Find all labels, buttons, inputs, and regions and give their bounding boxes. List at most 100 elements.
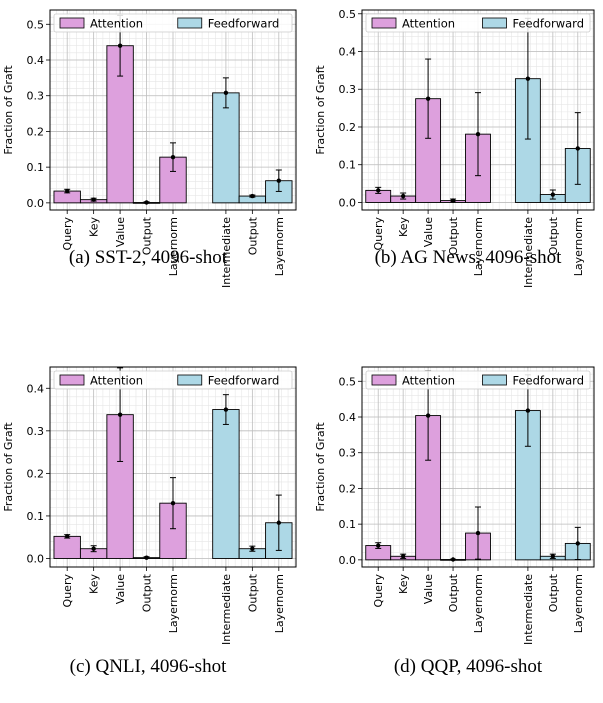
mean-point [91,197,96,202]
mean-point [170,500,176,506]
category-label: Intermediate [522,574,535,645]
legend-swatch-attention [59,374,85,386]
mean-point [144,555,149,560]
plot-frame [49,9,297,211]
legend-label-feedforward: Feedforward [512,17,584,31]
chart-panel: Query Key Value Output Layernorm Intermediate… [2,9,297,288]
category-label: Layernorm [472,217,485,276]
y-tick-label: 0.1 [27,510,45,523]
y-axis: 0.0 0.1 0.2 0.3 0.4 0.5 Fraction of Graft [314,8,362,209]
legend-label-attention: Attention [90,374,143,388]
y-tick-label: 0.5 [339,8,357,21]
y-axis: 0.0 0.1 0.2 0.3 0.4 0.5 Fraction of Graft [2,18,50,210]
legend: Attention Feedforward [53,370,293,390]
y-tick-label: 0.1 [339,159,357,172]
category-label: Intermediate [220,217,233,288]
feedforward-bar [212,92,240,204]
category-label: Intermediate [220,574,233,645]
chart-panel: Query Key Value Output Layernorm Intermediate… [2,366,297,677]
category-label: Key [397,217,410,237]
mean-point [276,520,282,525]
y-tick-label: 0.0 [339,196,357,209]
mean-point [450,557,456,562]
chart-panel: Query Key Value Output Layernorm Intermediate… [314,8,595,288]
y-tick-label: 0.4 [339,411,357,424]
legend: Attention Feedforward [365,13,591,33]
category-label: Query [61,574,74,608]
legend-label-attention: Attention [402,17,455,31]
mean-point [475,131,481,137]
y-tick-label: 0.3 [339,447,357,460]
category-label: Query [372,217,385,251]
mean-point [64,188,70,194]
legend-swatch-attention [371,374,397,386]
legend-label-feedforward: Feedforward [512,374,584,388]
legend-label-feedforward: Feedforward [208,374,280,388]
category-label: Output [447,216,460,255]
category-label: Output [547,216,560,255]
legend-box [53,13,293,33]
category-label: Output [141,216,154,255]
category-label: Output [547,573,560,612]
category-label: Value [114,217,127,247]
mean-point [117,412,123,417]
y-tick-label: 0.0 [27,552,45,565]
y-tick-label: 0.0 [27,197,45,210]
feedforward-bar [212,409,240,559]
legend-box [53,370,293,390]
category-label: Layernorm [167,574,180,633]
attention-bar [53,535,81,559]
y-axis-label: Fraction of Graft [314,422,327,512]
legend-label-attention: Attention [90,17,143,31]
y-tick-label: 0.0 [339,554,357,567]
y-tick-label: 0.2 [339,121,357,134]
category-label: Key [397,574,410,594]
legend-label-attention: Attention [402,374,455,388]
mean-point [117,43,123,48]
legend: Attention Feedforward [53,13,293,33]
legend-swatch-feedforward [482,374,507,386]
mean-point [425,96,431,101]
category-label: Layernorm [273,574,286,633]
y-tick-label: 0.1 [339,518,357,531]
mean-point [400,193,406,199]
y-tick-label: 0.4 [339,46,357,59]
category-label: Layernorm [572,574,585,633]
legend-swatch-feedforward [177,374,203,386]
category-label: Layernorm [472,574,485,633]
legend-swatch-attention [59,17,85,29]
y-tick-label: 0.3 [339,83,357,96]
y-axis: 0.0 0.1 0.2 0.3 0.4 Fraction of Graft [2,382,50,565]
y-tick-label: 0.4 [27,54,45,67]
legend-swatch-attention [371,17,397,29]
category-label: Output [246,573,259,612]
y-tick-label: 0.3 [27,425,45,438]
category-label: Value [422,574,435,604]
mean-point [525,76,531,81]
y-tick-label: 0.4 [27,382,45,395]
bars: Query Key Value Output Layernorm Intermediate… [365,370,591,645]
panel-caption: (a) SST-2, 4096-shot [69,247,228,268]
plot-frame [361,366,595,568]
plot-frame [49,366,297,568]
category-label: Key [88,217,101,237]
mean-point [276,178,282,183]
y-tick-label: 0.2 [27,467,45,480]
category-label: Output [447,573,460,612]
mean-point [170,154,176,160]
mean-point [144,200,149,205]
category-label: Output [141,573,154,612]
y-tick-label: 0.5 [339,375,357,388]
mean-point [450,198,456,203]
legend-swatch-feedforward [482,17,507,29]
legend-box [365,370,591,390]
category-label: Intermediate [522,217,535,288]
mean-point [376,543,381,548]
mean-point [475,530,481,536]
y-axis: 0.0 0.1 0.2 0.3 0.4 0.5 Fraction of Graft [314,375,362,567]
bars: Query Key Value Output Layernorm Intermediate… [53,14,293,288]
panel-caption: (d) QQP, 4096-shot [394,656,543,677]
category-label: Query [61,217,74,251]
chart-panel: Query Key Value Output Layernorm Intermediate… [314,366,595,677]
legend: Attention Feedforward [365,370,591,390]
